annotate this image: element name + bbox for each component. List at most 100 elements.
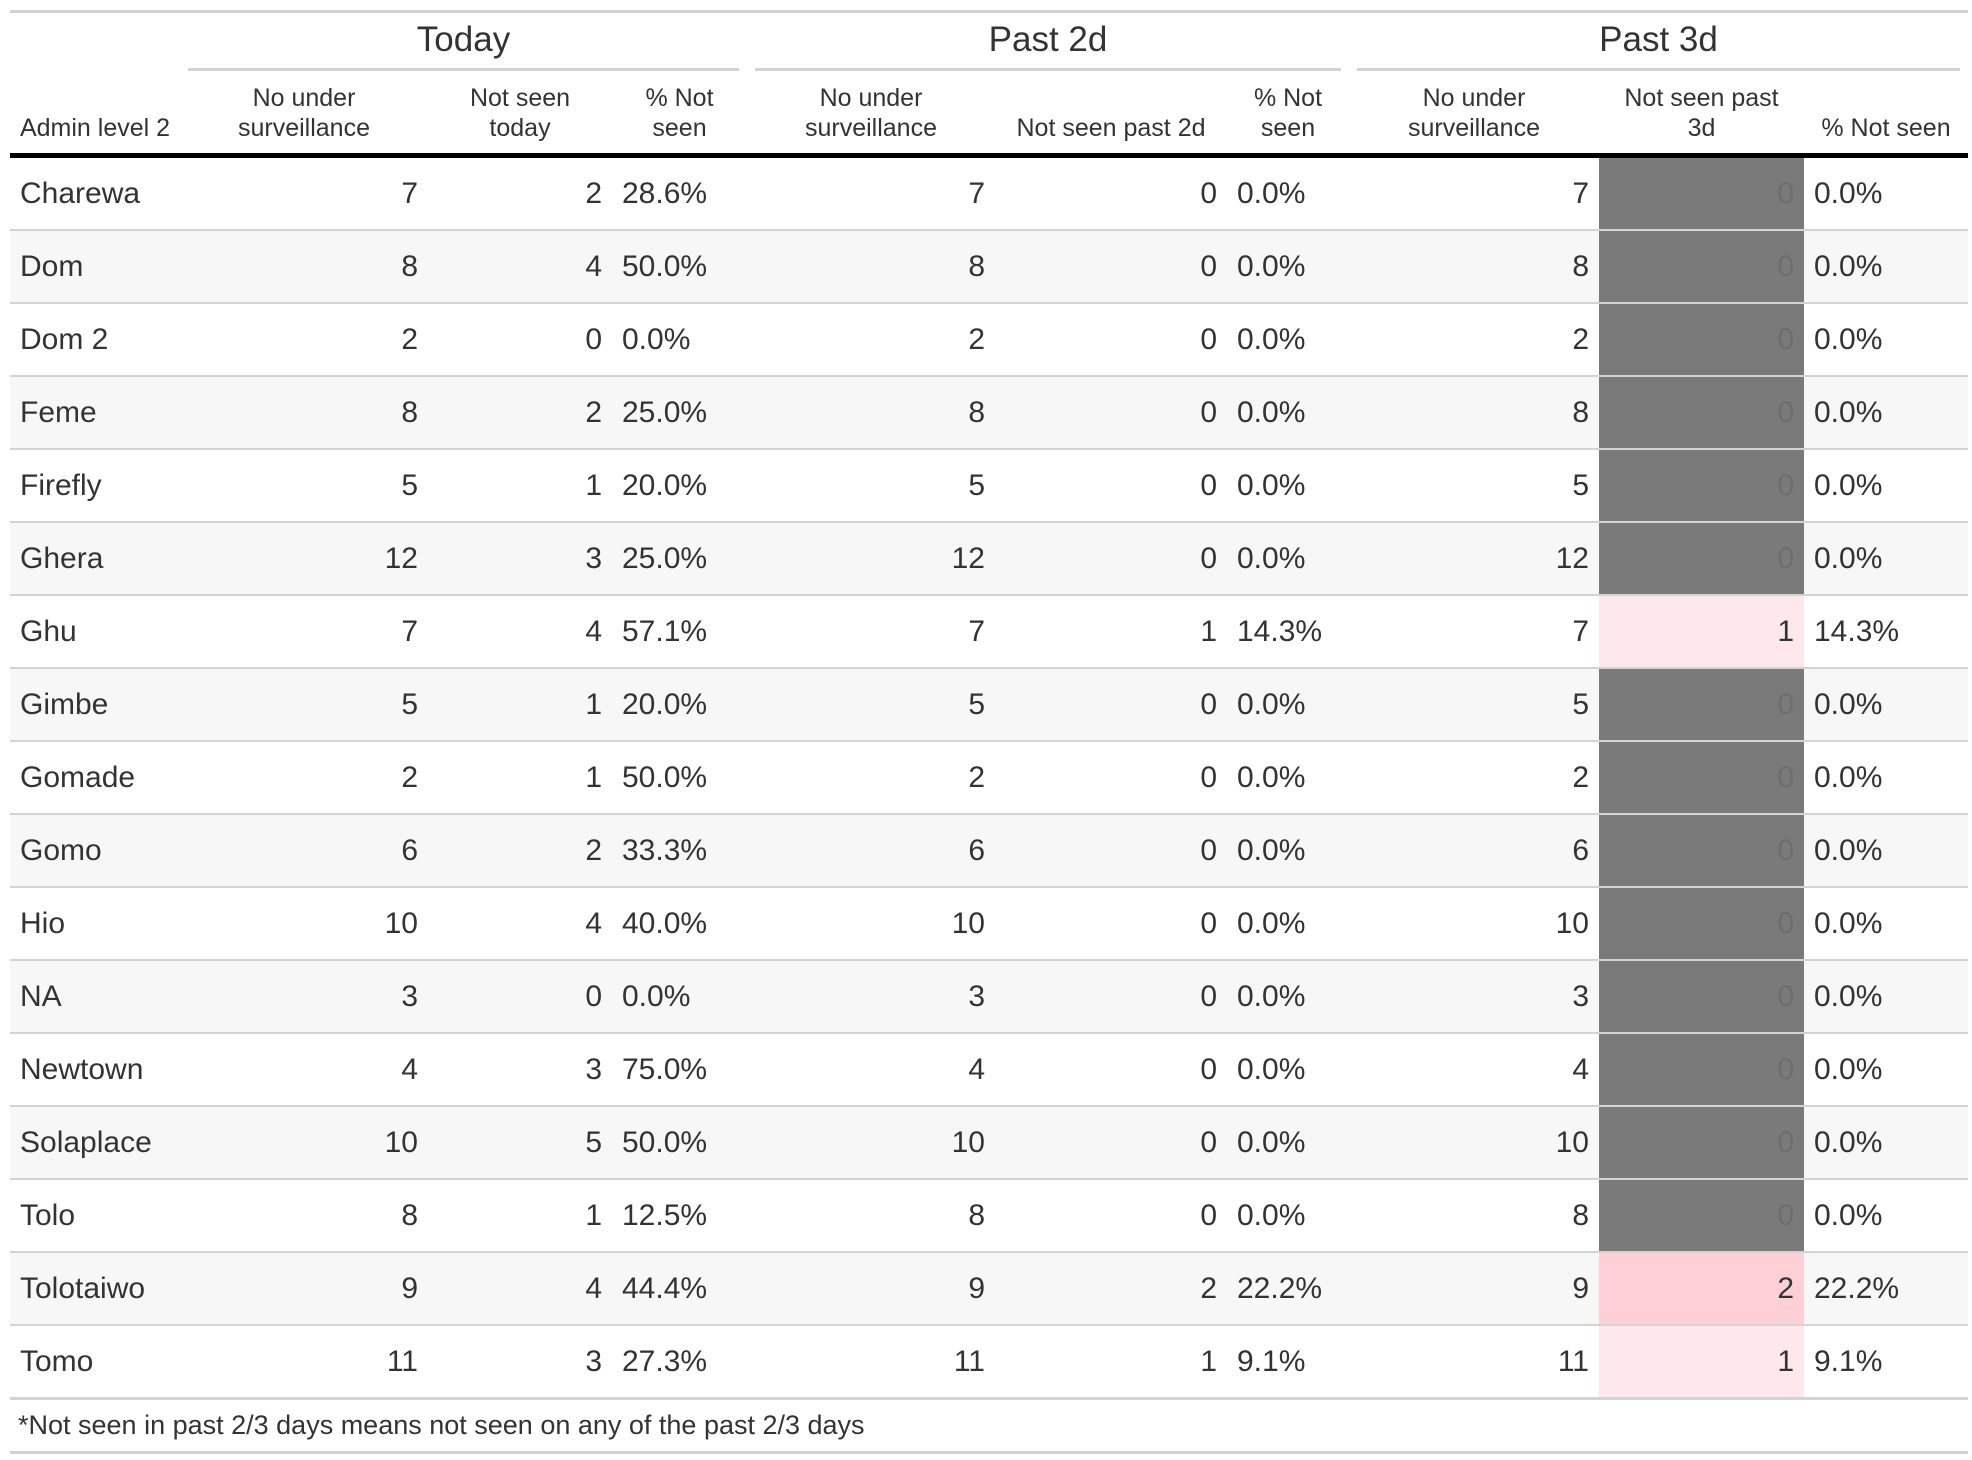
cell-admin-name: Gomo (10, 814, 180, 888)
table-row: Gomo 6 2 33.3% 6 0 0.0% 6 0 0.0% (10, 814, 1968, 888)
cell-3d-no-under-surveillance: 9 (1349, 1252, 1599, 1326)
cell-2d-no-under-surveillance: 5 (747, 449, 995, 523)
cell-2d-not-seen: 0 (995, 887, 1227, 961)
cell-admin-name: Dom (10, 230, 180, 304)
table-row: Gimbe 5 1 20.0% 5 0 0.0% 5 0 0.0% (10, 668, 1968, 742)
cell-2d-no-under-surveillance: 8 (747, 1179, 995, 1253)
cell-2d-not-seen: 0 (995, 960, 1227, 1034)
col-3d-not-seen: Not seen past 3d (1599, 77, 1804, 158)
spanner-today-label: Today (188, 20, 739, 71)
cell-2d-pct-not-seen: 0.0% (1227, 960, 1349, 1034)
cell-3d-not-seen: 0 (1599, 155, 1804, 231)
cell-2d-pct-not-seen: 0.0% (1227, 303, 1349, 377)
cell-today-not-seen: 2 (428, 376, 612, 450)
cell-2d-not-seen: 0 (995, 1033, 1227, 1107)
cell-today-no-under-surveillance: 5 (180, 449, 428, 523)
cell-3d-no-under-surveillance: 12 (1349, 522, 1599, 596)
cell-3d-no-under-surveillance: 11 (1349, 1325, 1599, 1400)
cell-3d-pct-not-seen: 0.0% (1804, 741, 1968, 815)
cell-today-no-under-surveillance: 7 (180, 595, 428, 669)
col-2d-not-seen: Not seen past 2d (995, 77, 1227, 158)
table-header: Today Past 2d Past 3d Admin level 2 No u… (10, 10, 1968, 158)
cell-today-pct-not-seen: 0.0% (612, 960, 747, 1034)
cell-3d-not-seen: 1 (1599, 595, 1804, 669)
cell-today-pct-not-seen: 40.0% (612, 887, 747, 961)
cell-3d-not-seen: 0 (1599, 1106, 1804, 1180)
cell-today-pct-not-seen: 50.0% (612, 1106, 747, 1180)
cell-3d-pct-not-seen: 0.0% (1804, 155, 1968, 231)
cell-today-pct-not-seen: 57.1% (612, 595, 747, 669)
col-admin-level: Admin level 2 (10, 77, 180, 158)
cell-2d-no-under-surveillance: 7 (747, 595, 995, 669)
cell-today-no-under-surveillance: 12 (180, 522, 428, 596)
cell-2d-pct-not-seen: 0.0% (1227, 741, 1349, 815)
cell-3d-not-seen: 0 (1599, 376, 1804, 450)
cell-admin-name: Gomade (10, 741, 180, 815)
cell-3d-no-under-surveillance: 5 (1349, 668, 1599, 742)
table-row: Gomade 2 1 50.0% 2 0 0.0% 2 0 0.0% (10, 741, 1968, 815)
cell-today-no-under-surveillance: 3 (180, 960, 428, 1034)
surveillance-table: Today Past 2d Past 3d Admin level 2 No u… (10, 10, 1968, 1400)
cell-3d-pct-not-seen: 0.0% (1804, 668, 1968, 742)
cell-2d-not-seen: 0 (995, 741, 1227, 815)
col-2d-no-under-surveillance: No under surveillance (747, 77, 995, 158)
cell-today-not-seen: 1 (428, 449, 612, 523)
table-row: Dom 8 4 50.0% 8 0 0.0% 8 0 0.0% (10, 230, 1968, 304)
cell-3d-no-under-surveillance: 8 (1349, 376, 1599, 450)
cell-today-no-under-surveillance: 10 (180, 887, 428, 961)
cell-3d-pct-not-seen: 0.0% (1804, 522, 1968, 596)
cell-admin-name: Ghu (10, 595, 180, 669)
cell-2d-no-under-surveillance: 7 (747, 155, 995, 231)
cell-2d-not-seen: 1 (995, 1325, 1227, 1400)
table-row: Ghu 7 4 57.1% 7 1 14.3% 7 1 14.3% (10, 595, 1968, 669)
cell-2d-no-under-surveillance: 5 (747, 668, 995, 742)
cell-3d-pct-not-seen: 0.0% (1804, 230, 1968, 304)
col-2d-pct-not-seen: % Not seen (1227, 77, 1349, 158)
surveillance-table-container: Today Past 2d Past 3d Admin level 2 No u… (10, 10, 1968, 1454)
cell-2d-not-seen: 0 (995, 814, 1227, 888)
cell-3d-no-under-surveillance: 4 (1349, 1033, 1599, 1107)
table-row: Tomo 11 3 27.3% 11 1 9.1% 11 1 9.1% (10, 1325, 1968, 1400)
cell-today-not-seen: 0 (428, 303, 612, 377)
cell-3d-no-under-surveillance: 10 (1349, 887, 1599, 961)
spanner-past-2d: Past 2d (747, 13, 1349, 77)
cell-2d-pct-not-seen: 0.0% (1227, 522, 1349, 596)
cell-today-pct-not-seen: 20.0% (612, 449, 747, 523)
cell-today-no-under-surveillance: 5 (180, 668, 428, 742)
cell-2d-no-under-surveillance: 9 (747, 1252, 995, 1326)
cell-2d-not-seen: 0 (995, 668, 1227, 742)
cell-3d-not-seen: 1 (1599, 1325, 1804, 1400)
cell-today-pct-not-seen: 44.4% (612, 1252, 747, 1326)
cell-admin-name: Charewa (10, 155, 180, 231)
cell-2d-pct-not-seen: 0.0% (1227, 230, 1349, 304)
cell-admin-name: Feme (10, 376, 180, 450)
cell-today-not-seen: 3 (428, 1325, 612, 1400)
cell-3d-no-under-surveillance: 7 (1349, 595, 1599, 669)
cell-3d-pct-not-seen: 0.0% (1804, 814, 1968, 888)
cell-2d-pct-not-seen: 22.2% (1227, 1252, 1349, 1326)
cell-3d-no-under-surveillance: 2 (1349, 741, 1599, 815)
table-footnote: *Not seen in past 2/3 days means not see… (10, 1400, 1968, 1454)
cell-2d-pct-not-seen: 0.0% (1227, 155, 1349, 231)
cell-3d-not-seen: 0 (1599, 887, 1804, 961)
table-row: Firefly 5 1 20.0% 5 0 0.0% 5 0 0.0% (10, 449, 1968, 523)
cell-today-no-under-surveillance: 8 (180, 230, 428, 304)
cell-today-not-seen: 3 (428, 522, 612, 596)
table-row: Charewa 7 2 28.6% 7 0 0.0% 7 0 0.0% (10, 155, 1968, 231)
cell-today-no-under-surveillance: 4 (180, 1033, 428, 1107)
cell-today-no-under-surveillance: 9 (180, 1252, 428, 1326)
cell-today-pct-not-seen: 25.0% (612, 522, 747, 596)
cell-admin-name: Tomo (10, 1325, 180, 1400)
spanner-past-3d: Past 3d (1349, 13, 1968, 77)
cell-3d-not-seen: 0 (1599, 741, 1804, 815)
col-today-pct-not-seen: % Not seen (612, 77, 747, 158)
cell-3d-not-seen: 0 (1599, 1179, 1804, 1253)
cell-admin-name: Gimbe (10, 668, 180, 742)
cell-3d-no-under-surveillance: 7 (1349, 155, 1599, 231)
cell-today-not-seen: 5 (428, 1106, 612, 1180)
cell-today-not-seen: 3 (428, 1033, 612, 1107)
cell-admin-name: Solaplace (10, 1106, 180, 1180)
cell-3d-pct-not-seen: 0.0% (1804, 1033, 1968, 1107)
cell-admin-name: Dom 2 (10, 303, 180, 377)
cell-2d-not-seen: 0 (995, 303, 1227, 377)
